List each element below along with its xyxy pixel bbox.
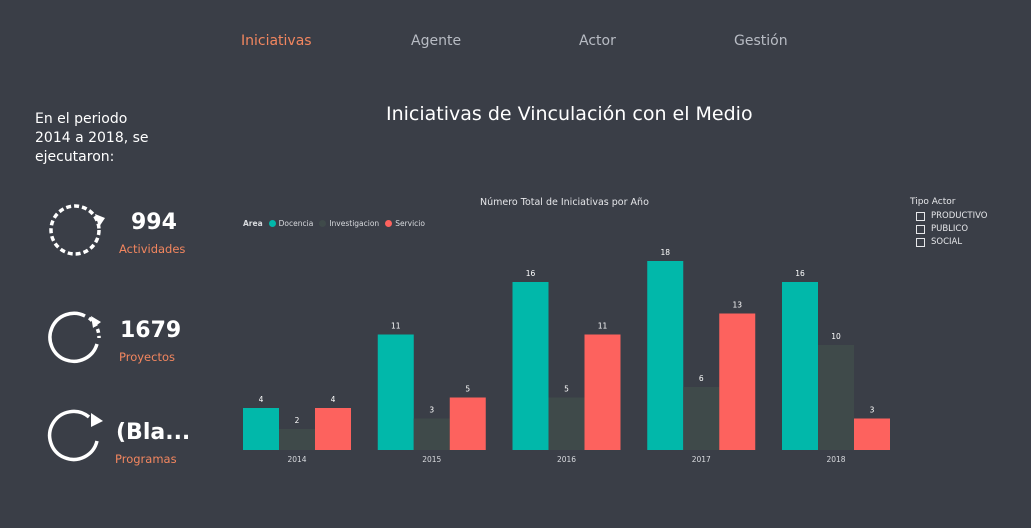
slicer-option-publico[interactable]: PUBLICO [916, 224, 987, 234]
bar-servicio-2014[interactable] [315, 408, 351, 450]
x-tick-label: 2016 [557, 455, 576, 464]
data-label: 2 [295, 416, 300, 425]
x-tick-label: 2018 [826, 455, 845, 464]
bar-investigacion-2017[interactable] [683, 387, 720, 450]
checkbox[interactable] [916, 224, 925, 234]
bar-servicio-2015[interactable] [449, 397, 486, 451]
legend-item-docencia[interactable]: Docencia [268, 219, 314, 228]
bar-servicio-2018[interactable] [854, 418, 890, 451]
legend-dot [319, 220, 327, 227]
data-label: 11 [598, 322, 608, 331]
data-label: 18 [660, 248, 670, 257]
bar-docencia-2014[interactable] [243, 408, 279, 450]
data-label: 4 [259, 395, 264, 404]
bar-servicio-2016[interactable] [584, 334, 621, 451]
data-label: 16 [526, 269, 536, 278]
data-label: 11 [391, 322, 401, 331]
checkbox[interactable] [916, 211, 925, 221]
intro-text: En el periodo 2014 a 2018, se ejecutaron… [35, 111, 149, 165]
legend-item-servicio[interactable]: Servicio [385, 219, 425, 228]
data-label: 13 [732, 301, 742, 310]
data-label: 16 [795, 269, 805, 278]
x-tick-label: 2014 [287, 455, 306, 464]
checkbox[interactable] [916, 237, 925, 247]
tab-actor[interactable]: Actor [579, 33, 616, 49]
tab-iniciativas[interactable]: Iniciativas [241, 33, 312, 49]
bar-servicio-2017[interactable] [719, 313, 756, 451]
page-title: Iniciativas de Vinculación con el Medio [386, 103, 753, 125]
legend-item-investigacion[interactable]: Investigacion [319, 219, 379, 228]
slicer-option-label: SOCIAL [931, 237, 963, 247]
slicer-title: Tipo Actor [910, 197, 956, 207]
tipo-actor-slicer: Tipo Actor PRODUCTIVO PUBLICO SOCIAL [910, 197, 987, 250]
bar-investigacion-2014[interactable] [279, 429, 315, 450]
legend-label: Investigacion [329, 219, 380, 228]
legend-dot [268, 220, 276, 227]
kpi-actividades-value: 994 [131, 210, 177, 235]
data-label: 3 [870, 406, 875, 415]
data-label: 5 [564, 385, 569, 394]
bar-docencia-2015[interactable] [377, 334, 414, 451]
legend-title: Area [243, 219, 263, 228]
kpi-programas-label: Programas [115, 452, 177, 466]
data-label: 10 [831, 332, 841, 341]
legend-label: Docencia [278, 219, 314, 228]
bar-investigacion-2018[interactable] [818, 345, 854, 450]
x-tick-label: 2017 [692, 455, 711, 464]
slicer-option-social[interactable]: SOCIAL [916, 237, 987, 247]
slicer-option-label: PUBLICO [931, 224, 969, 234]
tab-agente[interactable]: Agente [411, 33, 462, 49]
legend-label: Servicio [395, 219, 425, 228]
circular-arrow-icon [47, 409, 103, 462]
x-tick-label: 2015 [422, 455, 441, 464]
kpi-proyectos-value: 1679 [120, 318, 182, 343]
kpi-programas-value: (Bla... [116, 420, 191, 445]
tab-gestion[interactable]: Gestión [734, 33, 788, 49]
data-label: 4 [331, 395, 336, 404]
kpi-actividades-label: Actividades [119, 242, 186, 256]
data-label: 6 [699, 374, 704, 383]
bar-docencia-2017[interactable] [647, 261, 684, 450]
bar-investigacion-2015[interactable] [413, 418, 450, 451]
chart-title: Número Total de Iniciativas por Año [480, 197, 649, 208]
bar-docencia-2018[interactable] [782, 282, 818, 450]
bar-docencia-2016[interactable] [512, 282, 549, 450]
half-dashed-circular-arrow-icon [48, 311, 101, 364]
dashed-circular-arrow-icon [49, 204, 105, 256]
bar-investigacion-2016[interactable] [548, 397, 585, 451]
legend-dot [385, 220, 393, 227]
chart-legend: Area Docencia Investigacion Servicio [243, 219, 431, 228]
slicer-option-productivo[interactable]: PRODUCTIVO [916, 211, 987, 221]
kpi-proyectos-label: Proyectos [119, 350, 175, 364]
data-label: 5 [465, 385, 470, 394]
slicer-option-label: PRODUCTIVO [931, 211, 988, 221]
data-label: 3 [429, 406, 434, 415]
